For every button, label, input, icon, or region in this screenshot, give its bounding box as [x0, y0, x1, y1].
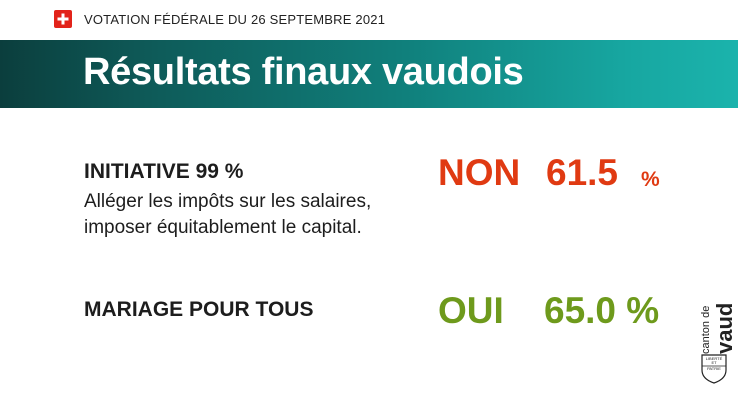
vote-date-label: VOTATION FÉDÉRALE DU 26 SEPTEMBRE 2021 [84, 12, 386, 27]
svg-text:LIBERTÉ: LIBERTÉ [706, 356, 723, 361]
vaud-shield-icon: LIBERTÉ ET PATRIE [701, 354, 727, 384]
vaud-text: vaud [712, 302, 737, 354]
canton-vaud-wordmark: canton de vaud [700, 262, 737, 354]
initiative-percent-sign: % [641, 168, 660, 191]
initiative-percent: 61.5 [546, 152, 619, 193]
svg-text:PATRIE: PATRIE [707, 366, 721, 371]
top-bar: VOTATION FÉDÉRALE DU 26 SEPTEMBRE 2021 [0, 0, 738, 40]
swiss-flag-icon [54, 10, 72, 28]
canton-de-text: canton de [700, 305, 712, 354]
page-title: Résultats finaux vaudois [83, 51, 524, 93]
svg-text:ET: ET [711, 360, 717, 365]
mariage-answer: OUI [438, 290, 504, 331]
canton-vaud-logo: canton de vaud LIBERTÉ ET PATRIE [700, 294, 737, 386]
initiative-answer: NON [438, 152, 521, 193]
mariage-percent: 65.0 % [544, 290, 660, 331]
initiative-description-line-1: Alléger les impôts sur les salaires, [84, 191, 372, 212]
initiative-title: INITIATIVE 99 % [84, 160, 244, 183]
mariage-title: MARIAGE POUR TOUS [84, 298, 314, 321]
initiative-description-line-2: imposer équitablement le capital. [84, 217, 362, 238]
title-banner: Résultats finaux vaudois [0, 40, 738, 108]
